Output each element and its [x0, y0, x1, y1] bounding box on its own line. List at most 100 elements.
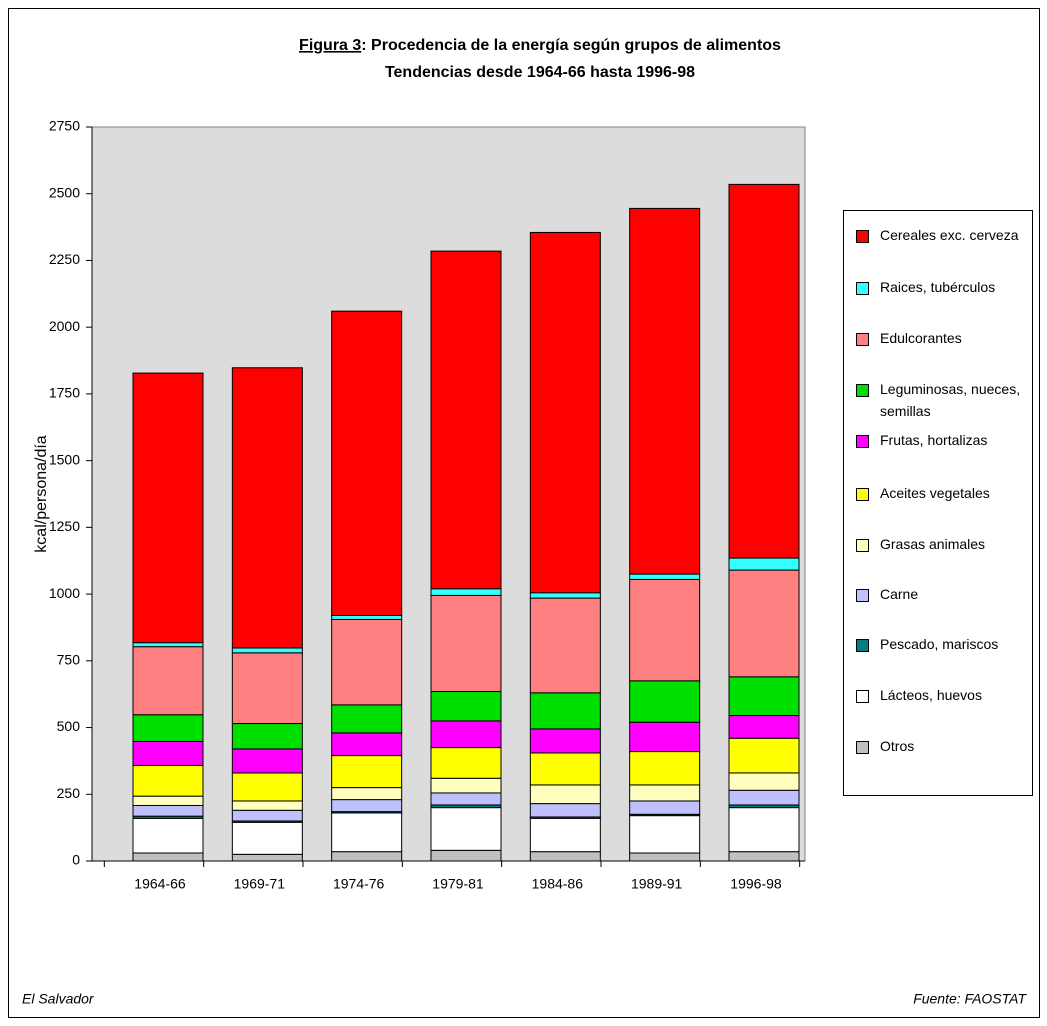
- x-tick-label: 1996-98: [730, 876, 782, 892]
- legend-swatch: [856, 690, 869, 703]
- bar-segment: [629, 800, 701, 815]
- legend-swatch: [856, 435, 869, 448]
- y-tick-label: 500: [57, 718, 81, 734]
- bar-segment: [529, 231, 601, 594]
- y-tick-label: 2500: [49, 184, 80, 200]
- note-left: El Salvador: [22, 991, 95, 1007]
- y-tick-label: 1250: [49, 518, 80, 534]
- bar-segment: [132, 795, 204, 806]
- bar-segment: [331, 812, 403, 853]
- bar-segment: [728, 569, 800, 678]
- bar-segment: [529, 728, 601, 754]
- bar-segment: [430, 720, 502, 749]
- legend-swatch: [856, 333, 869, 346]
- legend-swatch: [856, 282, 869, 295]
- bar-segment: [231, 853, 303, 862]
- bar-segment: [430, 588, 502, 596]
- bar-segment: [629, 815, 701, 854]
- legend-swatch: [856, 539, 869, 552]
- bar-segment: [430, 594, 502, 693]
- bar-segment: [430, 807, 502, 851]
- legend-swatch: [856, 639, 869, 652]
- bar-segment: [331, 787, 403, 801]
- y-tick-label: 1500: [49, 451, 80, 467]
- bar-segment: [231, 800, 303, 811]
- bar-segment: [629, 573, 701, 580]
- legend-label: Carne: [880, 586, 919, 602]
- bar-segment: [629, 784, 701, 802]
- note-right: Fuente: FAOSTAT: [913, 991, 1027, 1007]
- bar-segment: [529, 592, 601, 599]
- bar-segment: [529, 597, 601, 694]
- legend-swatch: [856, 488, 869, 501]
- y-tick-label: 2250: [49, 251, 80, 267]
- bar-segment: [132, 714, 204, 742]
- bar-segment: [231, 647, 303, 654]
- bar-segment: [629, 721, 701, 753]
- bar-segment: [331, 799, 403, 813]
- bar-segment: [728, 851, 800, 862]
- legend-label: Lácteos, huevos: [880, 687, 982, 703]
- legend-label: Cereales exc. cerveza: [880, 227, 1019, 243]
- bar-segment: [430, 747, 502, 779]
- bar-segment: [430, 792, 502, 806]
- bar-segment: [529, 817, 601, 853]
- bar-segment: [430, 250, 502, 590]
- bar-segment: [629, 751, 701, 786]
- bar-segment: [231, 652, 303, 725]
- bar-segment: [728, 737, 800, 774]
- chart-title: Figura 3: Procedencia de la energía segú…: [299, 37, 781, 54]
- x-tick-label: 1969-71: [234, 876, 286, 892]
- x-tick-label: 1974-76: [333, 876, 385, 892]
- bar-segment: [132, 852, 204, 862]
- bar-segment: [231, 748, 303, 774]
- bar-segment: [728, 807, 800, 853]
- bar-segment: [529, 851, 601, 862]
- bar-segment: [728, 676, 800, 717]
- bar-segment: [231, 809, 303, 822]
- y-tick-label: 0: [72, 852, 80, 868]
- bar-segment: [331, 851, 403, 862]
- bar-segment: [629, 852, 701, 862]
- bar-segment: [728, 715, 800, 739]
- legend-swatch: [856, 589, 869, 602]
- legend-label: Aceites vegetales: [880, 485, 990, 501]
- legend-swatch: [856, 230, 869, 243]
- bar-segment: [629, 680, 701, 723]
- legend-label: Frutas, hortalizas: [880, 432, 988, 448]
- y-tick-label: 1000: [49, 585, 80, 601]
- bar-segment: [629, 207, 701, 575]
- bar-segment: [231, 821, 303, 855]
- frame: [8, 8, 1040, 1018]
- bar-segment: [132, 740, 204, 766]
- x-tick-label: 1989-91: [631, 876, 683, 892]
- legend-label: Raices, tubérculos: [880, 279, 996, 295]
- bar-segment: [629, 578, 701, 682]
- bar-segment: [331, 614, 403, 620]
- legend-label: Edulcorantes: [880, 330, 962, 346]
- y-tick-label: 750: [57, 652, 81, 668]
- bar-segment: [430, 777, 502, 794]
- legend-swatch: [856, 384, 869, 397]
- y-tick-label: 250: [57, 785, 81, 801]
- bar-segment: [728, 557, 800, 571]
- bar-segment: [132, 817, 204, 854]
- legend-label: Pescado, mariscos: [880, 636, 999, 652]
- title-text: : Procedencia de la energía según grupos…: [361, 37, 781, 54]
- bar-segment: [728, 772, 800, 791]
- legend-label: Grasas animales: [880, 536, 986, 552]
- bar-segment: [231, 367, 303, 649]
- bar-segment: [132, 372, 204, 644]
- chart-subtitle: Tendencias desde 1964-66 hasta 1996-98: [385, 64, 695, 81]
- x-tick-label: 1964-66: [134, 876, 186, 892]
- bar-segment: [331, 732, 403, 757]
- y-tick-label: 1750: [49, 385, 80, 401]
- bar-segment: [529, 803, 601, 818]
- y-tick-label: 2750: [49, 118, 80, 134]
- bar-segment: [132, 646, 204, 716]
- bar-segment: [529, 784, 601, 805]
- bar-segment: [331, 618, 403, 706]
- bar-segment: [529, 752, 601, 786]
